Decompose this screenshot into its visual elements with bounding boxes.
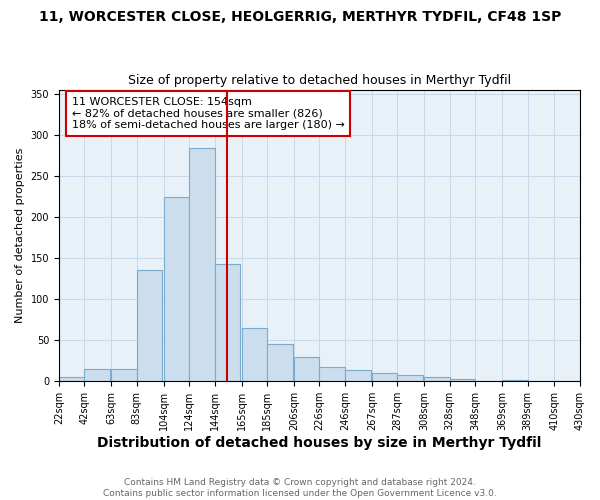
Text: 11, WORCESTER CLOSE, HEOLGERRIG, MERTHYR TYDFIL, CF48 1SP: 11, WORCESTER CLOSE, HEOLGERRIG, MERTHYR… — [39, 10, 561, 24]
Bar — [85, 369, 110, 382]
Bar — [294, 356, 319, 382]
Bar — [345, 370, 371, 382]
Title: Size of property relative to detached houses in Merthyr Tydfil: Size of property relative to detached ho… — [128, 74, 511, 87]
Bar — [554, 380, 580, 382]
X-axis label: Distribution of detached houses by size in Merthyr Tydfil: Distribution of detached houses by size … — [97, 436, 542, 450]
Bar — [242, 328, 267, 382]
Bar — [502, 380, 527, 382]
Text: Contains HM Land Registry data © Crown copyright and database right 2024.
Contai: Contains HM Land Registry data © Crown c… — [103, 478, 497, 498]
Bar — [59, 377, 85, 382]
Bar — [450, 379, 475, 382]
Bar — [189, 148, 215, 382]
Bar — [215, 264, 240, 382]
Y-axis label: Number of detached properties: Number of detached properties — [15, 148, 25, 323]
Bar — [267, 344, 293, 382]
Bar — [319, 366, 345, 382]
Bar — [424, 377, 450, 382]
Bar — [397, 375, 423, 382]
Bar — [137, 270, 163, 382]
Bar — [111, 369, 137, 382]
Bar — [164, 197, 189, 382]
Bar — [372, 373, 397, 382]
Text: 11 WORCESTER CLOSE: 154sqm
← 82% of detached houses are smaller (826)
18% of sem: 11 WORCESTER CLOSE: 154sqm ← 82% of deta… — [72, 97, 345, 130]
